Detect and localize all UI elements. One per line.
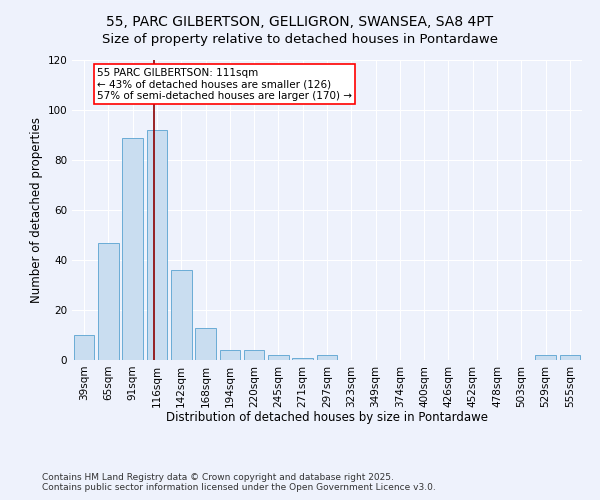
Bar: [292, 358, 313, 360]
Bar: [244, 350, 265, 360]
Text: 55 PARC GILBERTSON: 111sqm
← 43% of detached houses are smaller (126)
57% of sem: 55 PARC GILBERTSON: 111sqm ← 43% of deta…: [97, 68, 352, 100]
Bar: [122, 138, 143, 360]
Bar: [560, 355, 580, 360]
Bar: [195, 328, 216, 360]
Bar: [171, 270, 191, 360]
Bar: [74, 335, 94, 360]
Text: Size of property relative to detached houses in Pontardawe: Size of property relative to detached ho…: [102, 32, 498, 46]
Text: Contains HM Land Registry data © Crown copyright and database right 2025.
Contai: Contains HM Land Registry data © Crown c…: [42, 473, 436, 492]
Y-axis label: Number of detached properties: Number of detached properties: [30, 117, 43, 303]
Bar: [317, 355, 337, 360]
Bar: [98, 242, 119, 360]
X-axis label: Distribution of detached houses by size in Pontardawe: Distribution of detached houses by size …: [166, 411, 488, 424]
Text: 55, PARC GILBERTSON, GELLIGRON, SWANSEA, SA8 4PT: 55, PARC GILBERTSON, GELLIGRON, SWANSEA,…: [106, 15, 494, 29]
Bar: [268, 355, 289, 360]
Bar: [146, 130, 167, 360]
Bar: [220, 350, 240, 360]
Bar: [535, 355, 556, 360]
